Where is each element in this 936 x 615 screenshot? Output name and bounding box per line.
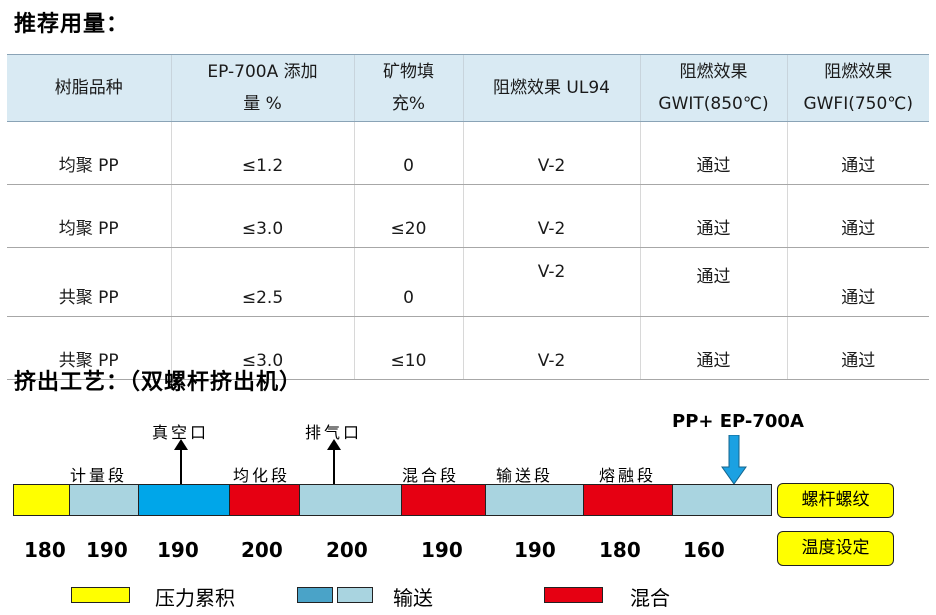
cell-gwfi: 通过 <box>786 184 929 248</box>
cell-gwfi: 通过 <box>786 247 929 317</box>
legend-label-convey: 输送 <box>393 586 433 610</box>
table-row: 共聚 PP ≤3.0 ≤10 V-2 通过 通过 <box>7 316 929 380</box>
table-row: 共聚 PP ≤2.5 0 V-2 通过 通过 <box>7 247 929 317</box>
legend-swatch-pressure <box>71 587 130 603</box>
feed-material-label: PP+ EP-700A <box>672 411 804 432</box>
cell-ul94: V-2 <box>462 121 640 185</box>
cell-resin: 均聚 PP <box>7 184 171 248</box>
header-gwit: 阻燃效果 GWIT(850℃) <box>639 54 787 122</box>
cell-resin: 共聚 PP <box>7 316 171 380</box>
temperature-value: 190 <box>421 538 463 562</box>
table-row: 均聚 PP ≤1.2 0 V-2 通过 通过 <box>7 121 929 185</box>
extrusion-process-heading: 挤出工艺：（双螺杆挤出机） <box>14 370 303 395</box>
barrel-segment <box>13 484 70 516</box>
screw-barrel <box>13 484 772 516</box>
legend-swatch-convey-light <box>337 587 373 603</box>
cell-addition: ≤3.0 <box>170 316 354 380</box>
vent-port-arrow-icon <box>327 439 341 484</box>
cell-gwit: 通过 <box>639 247 787 317</box>
cell-gwit: 通过 <box>639 184 787 248</box>
screw-thread-label-box: 螺杆螺纹 <box>777 483 894 518</box>
barrel-segment <box>673 484 772 516</box>
cell-addition: ≤1.2 <box>170 121 354 185</box>
cell-resin: 共聚 PP <box>7 247 171 317</box>
temperature-value: 200 <box>241 538 283 562</box>
zone-label-homogenizing: 均化段 <box>233 466 291 485</box>
header-addition-amount: EP-700A 添加量 % <box>170 54 354 122</box>
cell-gwit: 通过 <box>639 316 787 380</box>
temperature-value: 190 <box>157 538 199 562</box>
zone-label-melting: 熔融段 <box>599 466 657 485</box>
cell-resin: 均聚 PP <box>7 121 171 185</box>
barrel-segment <box>486 484 584 516</box>
temperature-setting-label-box: 温度设定 <box>777 531 894 566</box>
barrel-segment <box>584 484 673 516</box>
zone-label-conveying: 输送段 <box>496 466 554 485</box>
temperature-value: 160 <box>683 538 725 562</box>
temperature-value: 200 <box>326 538 368 562</box>
vacuum-port-arrow-icon <box>174 439 188 484</box>
table-row: 均聚 PP ≤3.0 ≤20 V-2 通过 通过 <box>7 184 929 248</box>
barrel-segment <box>139 484 230 516</box>
legend-label-pressure: 压力累积 <box>155 586 235 610</box>
barrel-segment <box>402 484 486 516</box>
table-header-row: 树脂品种 EP-700A 添加量 % 矿物填 充% 阻燃效果 UL94 阻燃效果 G… <box>7 54 929 122</box>
feed-arrow-icon <box>721 435 747 485</box>
cell-filler: ≤10 <box>353 316 463 380</box>
dosage-table: 树脂品种 EP-700A 添加量 % 矿物填 充% 阻燃效果 UL94 阻燃效果 G… <box>7 54 929 380</box>
header-gwfi: 阻燃效果 GWFI(750℃) <box>786 54 929 122</box>
barrel-segment <box>70 484 139 516</box>
vacuum-port-label: 真空口 <box>152 423 210 442</box>
cell-filler: ≤20 <box>353 184 463 248</box>
barrel-segment <box>300 484 402 516</box>
cell-gwit: 通过 <box>639 121 787 185</box>
cell-ul94: V-2 <box>462 184 640 248</box>
barrel-segment <box>230 484 300 516</box>
cell-addition: ≤2.5 <box>170 247 354 317</box>
temperature-value: 190 <box>86 538 128 562</box>
header-resin-type: 树脂品种 <box>7 54 171 122</box>
cell-filler: 0 <box>353 247 463 317</box>
recommended-dosage-heading: 推荐用量： <box>14 12 130 37</box>
zone-label-metering: 计量段 <box>70 466 128 485</box>
cell-gwfi: 通过 <box>786 316 929 380</box>
cell-gwfi: 通过 <box>786 121 929 185</box>
legend-swatch-mix <box>544 587 603 603</box>
temperature-value: 190 <box>514 538 556 562</box>
legend-label-mix: 混合 <box>630 586 670 610</box>
header-ul94: 阻燃效果 UL94 <box>462 54 640 122</box>
zone-label-mixing: 混合段 <box>402 466 460 485</box>
cell-ul94: V-2 <box>462 247 640 317</box>
header-mineral-filler: 矿物填 充% <box>353 54 463 122</box>
legend-swatch-convey-dark <box>297 587 333 603</box>
cell-ul94: V-2 <box>462 316 640 380</box>
vent-port-label: 排气口 <box>305 423 363 442</box>
cell-addition: ≤3.0 <box>170 184 354 248</box>
temperature-value: 180 <box>24 538 66 562</box>
cell-filler: 0 <box>353 121 463 185</box>
temperature-value: 180 <box>599 538 641 562</box>
